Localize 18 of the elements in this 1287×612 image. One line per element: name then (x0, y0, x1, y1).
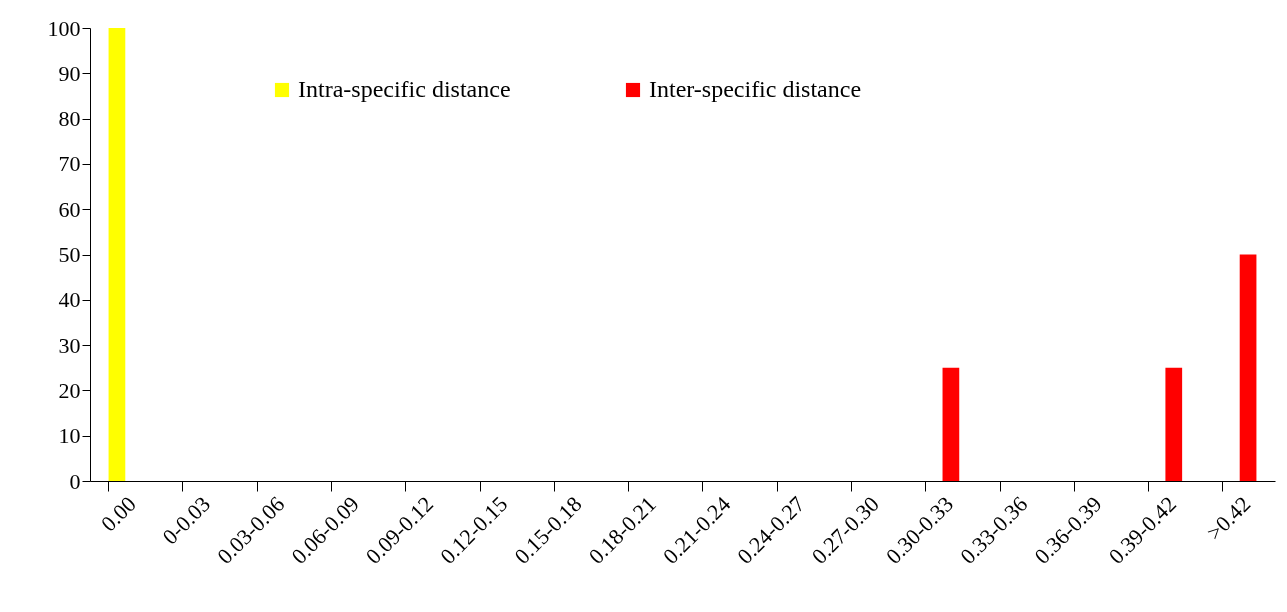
bar (1239, 254, 1257, 481)
y-tick-label: 60 (58, 196, 81, 222)
y-tick-label: 20 (58, 377, 81, 403)
y-tick-label: 70 (58, 151, 81, 177)
bar (1165, 367, 1183, 481)
y-tick-label: 0 (69, 468, 81, 494)
y-tick-label: 50 (58, 242, 81, 267)
x-tick-label: 0.00 (95, 491, 141, 537)
legend-label: Intra-specific distance (298, 76, 511, 102)
y-tick-label: 30 (58, 332, 81, 358)
y-tick-label: 10 (58, 423, 81, 449)
bar (108, 28, 126, 481)
bar (942, 367, 960, 481)
y-tick-label: 80 (58, 106, 81, 132)
legend-label: Inter-specific distance (649, 76, 862, 102)
y-tick-label: 100 (47, 15, 81, 41)
y-tick-label: 90 (58, 60, 81, 86)
y-tick-label: 40 (58, 287, 81, 313)
